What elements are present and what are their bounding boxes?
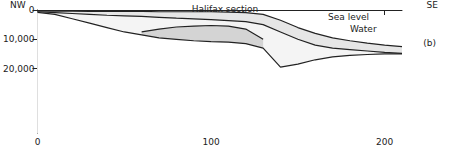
svg-text:0: 0 [29,5,35,15]
svg-text:NW: NW [10,0,26,10]
svg-text:100: 100 [202,137,219,147]
svg-text:Halifax section: Halifax section [192,4,259,14]
svg-text:Water: Water [350,24,377,34]
svg-text:10,000: 10,000 [3,34,35,44]
svg-text:(b): (b) [423,38,436,48]
svg-text:200: 200 [376,137,393,147]
svg-text:0: 0 [35,137,41,147]
svg-text:20,000: 20,000 [3,64,35,74]
svg-text:Sea level: Sea level [328,12,369,22]
svg-text:SE: SE [427,0,439,10]
